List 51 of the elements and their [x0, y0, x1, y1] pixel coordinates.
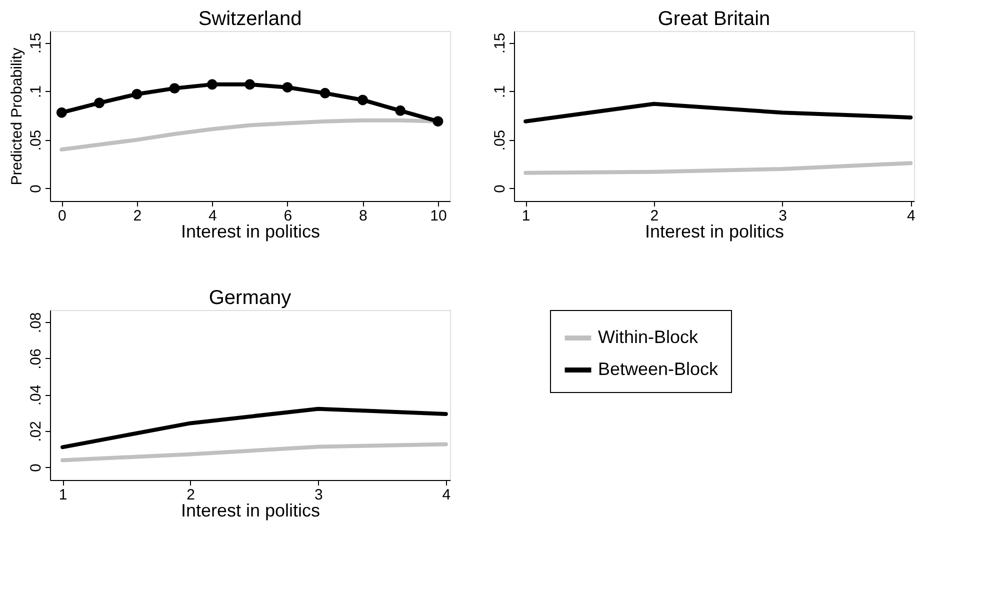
chart-title: Germany [208, 287, 292, 309]
point [132, 88, 142, 100]
x-tick-label: 3 [314, 486, 323, 504]
point [282, 82, 293, 93]
point [206, 79, 218, 90]
chart-title: Switzerland [198, 8, 302, 30]
point [94, 98, 105, 108]
legend-label: Within-Block [598, 327, 700, 347]
y-tick-label: .1 [492, 85, 508, 98]
x-axis-title: Interest in politics [180, 222, 320, 242]
x-axis-title: Interest in politics [180, 500, 320, 520]
point [357, 94, 368, 106]
x-tick-label: 2 [186, 486, 195, 504]
line-series [524, 102, 913, 124]
point [395, 105, 406, 116]
y-tick-label: .06 [28, 348, 44, 370]
y-tick-label: 0 [492, 184, 508, 194]
x-tick-label: 2 [133, 208, 142, 224]
point [56, 107, 67, 118]
y-tick-label: .1 [28, 85, 44, 98]
y-tick-label: .08 [28, 312, 44, 334]
x-tick-label: 4 [906, 208, 916, 224]
x-tick-label: 6 [284, 208, 292, 224]
x-tick-label: 3 [778, 208, 787, 224]
x-tick-label: 4 [208, 208, 217, 224]
x-tick-label: 10 [430, 208, 447, 224]
y-tick-label: .02 [28, 421, 44, 442]
x-tick-label: 0 [58, 208, 66, 224]
x-tick-label: 1 [522, 208, 530, 224]
line-series [60, 442, 448, 462]
y-tick-label: 0 [28, 464, 44, 472]
y-tick-label: .05 [492, 130, 508, 151]
point [320, 88, 330, 98]
chart-title: Great Britain [658, 8, 770, 30]
y-tick-label: .15 [28, 32, 44, 54]
x-tick-label: 8 [359, 208, 368, 224]
y-tick-label: .05 [28, 130, 44, 151]
x-axis-title: Interest in politics [644, 222, 784, 242]
point [169, 83, 180, 94]
line-series [60, 406, 448, 450]
y-tick-label: 0 [28, 184, 44, 194]
legend-label: Between-Block [598, 359, 720, 379]
y-tick-label: .15 [492, 32, 508, 54]
y-tick-label: .04 [28, 384, 44, 406]
x-tick-label: 4 [442, 486, 451, 504]
line-series [524, 161, 913, 175]
y-axis-title: Predicted Probability [8, 47, 26, 186]
x-tick-label: 2 [650, 208, 659, 224]
point [432, 116, 444, 127]
x-tick-label: 1 [58, 486, 68, 504]
point [244, 79, 256, 90]
